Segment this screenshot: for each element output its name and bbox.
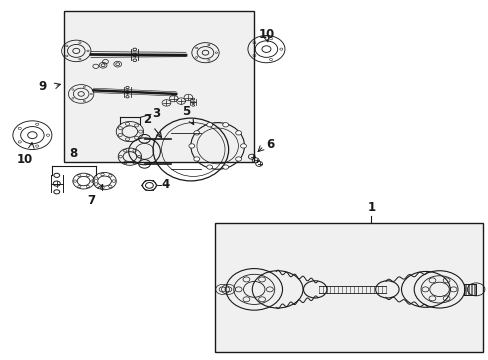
Text: 9: 9 (39, 80, 47, 93)
Text: 10: 10 (17, 153, 33, 166)
Circle shape (206, 123, 212, 127)
Text: 7: 7 (87, 194, 95, 207)
Text: 3: 3 (152, 107, 160, 120)
Text: 8: 8 (70, 147, 78, 159)
Text: 1: 1 (366, 201, 375, 214)
Circle shape (235, 157, 241, 161)
Circle shape (235, 131, 241, 135)
Circle shape (240, 144, 246, 148)
Text: 5: 5 (182, 105, 193, 125)
Circle shape (193, 157, 199, 161)
Circle shape (223, 165, 228, 169)
Text: 6: 6 (266, 138, 274, 150)
Circle shape (223, 123, 228, 127)
Text: 2: 2 (142, 113, 161, 138)
Circle shape (193, 131, 199, 135)
Text: 4: 4 (161, 178, 169, 191)
Circle shape (206, 165, 212, 169)
Text: 10: 10 (259, 28, 275, 41)
Circle shape (188, 144, 194, 148)
Bar (215, 223, 483, 352)
Bar (64, 12, 254, 162)
